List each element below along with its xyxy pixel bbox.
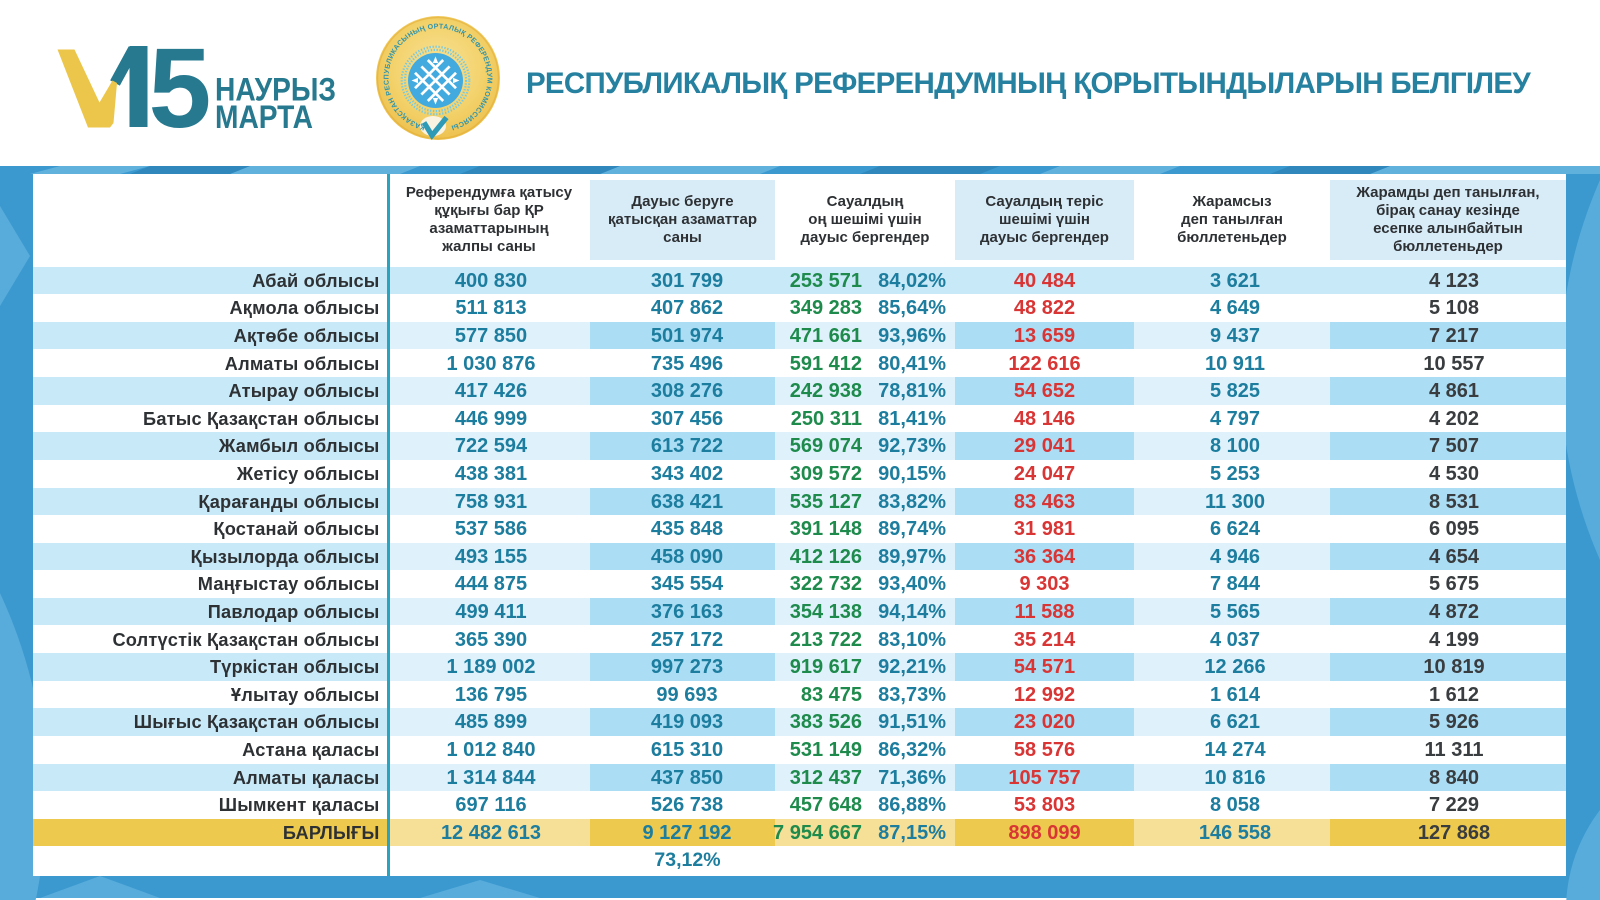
svg-text:МАРТА: МАРТА	[215, 100, 313, 135]
svg-text:5: 5	[149, 25, 212, 150]
svg-text:НАУРЫЗ: НАУРЫЗ	[215, 73, 336, 108]
